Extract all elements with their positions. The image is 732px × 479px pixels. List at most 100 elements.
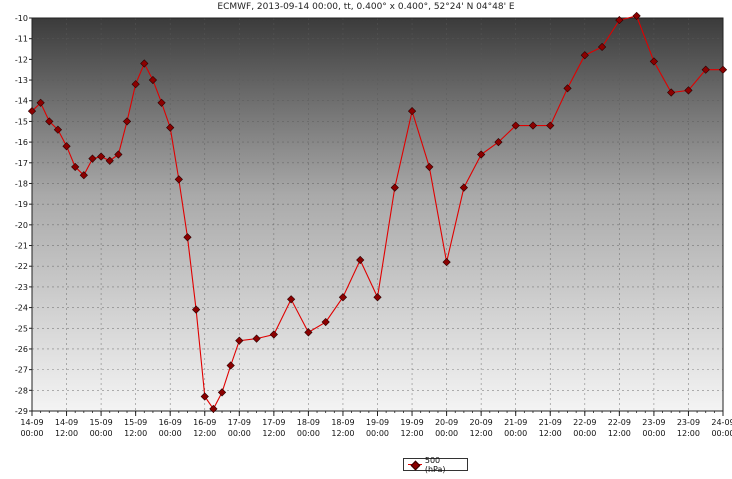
data-point [615,15,624,25]
data-point [235,336,244,345]
data-point [226,361,235,370]
data-point [459,183,468,192]
y-tick-label: -27 [15,366,28,375]
y-axis: -10 -11 -12 -13 -14 -15 -16 -17 -18 -19 -20 -21 -22 -… [15,14,32,416]
y-tick-label: -14 [15,97,28,106]
x-tick-label-time: 12:00 [470,429,493,438]
x-tick-label-time: 00:00 [228,429,251,438]
data-point [511,121,520,130]
x-tick-label-day: 19-09 [366,418,389,427]
x-tick-label-day: 20-09 [435,418,458,427]
x-tick-label-time: 12:00 [124,429,147,438]
x-tick-label-day: 16-09 [193,418,216,427]
x-tick-label-time: 00:00 [20,429,43,438]
y-tick-label: -18 [15,179,28,188]
x-tick-label-time: 00:00 [297,429,320,438]
y-tick-label: -13 [15,76,28,85]
x-tick-label-time: 00:00 [366,429,389,438]
x-tick-label-day: 22-09 [573,418,596,427]
data-point [200,392,209,401]
data-point [157,98,166,107]
x-tick-label-day: 14-09 [55,418,78,427]
data-point [269,330,278,339]
data-point [131,80,140,89]
x-tick-label-day: 24-09 [711,418,732,427]
data-point [174,175,183,184]
data-point [62,142,71,151]
data-point [192,305,201,314]
x-tick-label-time: 00:00 [90,429,113,438]
x-tick-label-day: 22-09 [608,418,631,427]
x-tick-label-time: 12:00 [331,429,354,438]
y-tick-label: -12 [15,55,28,64]
x-tick-label-time: 12:00 [608,429,631,438]
data-point [338,293,348,302]
data-point [667,88,676,97]
legend-marker-icon [408,460,422,470]
y-tick-label: -26 [15,345,28,354]
x-tick-label-day: 21-09 [539,418,562,427]
data-point [79,171,88,180]
data-point [563,84,572,93]
x-tick-label-day: 18-09 [297,418,320,427]
data-point [649,57,659,66]
y-tick-label: -24 [15,304,28,313]
data-point [36,98,45,107]
x-tick-label-day: 17-09 [228,418,251,427]
data-point [580,51,589,60]
data-point [53,125,63,134]
x-tick-label-day: 16-09 [159,418,182,427]
data-point [407,106,417,116]
data-point [140,59,149,68]
x-tick-label-time: 12:00 [401,429,424,438]
y-tick-label: -10 [15,14,28,23]
data-point [304,328,313,337]
data-point [183,233,192,242]
data-point [45,117,54,126]
x-tick-label-day: 23-09 [677,418,700,427]
data-point [597,42,607,52]
data-point [71,162,80,172]
data-point [166,123,175,132]
data-point [684,86,693,95]
x-tick-label-time: 12:00 [193,429,216,438]
x-tick-label-time: 00:00 [642,429,665,438]
data-point [442,257,451,267]
y-tick-label: -22 [15,262,28,271]
x-tick-label-day: 15-09 [124,418,147,427]
data-point [425,162,434,172]
x-tick-label-day: 17-09 [262,418,285,427]
series-layer [27,11,728,414]
x-tick-label-time: 00:00 [573,429,596,438]
data-point [122,117,132,126]
x-tick-label-time: 12:00 [677,429,700,438]
data-point [148,75,158,85]
y-tick-label: -17 [15,159,28,168]
y-tick-label: -19 [15,200,28,209]
data-point [390,183,399,192]
data-point [287,295,296,304]
data-point [632,11,641,21]
data-point [356,255,365,265]
x-tick-label-time: 00:00 [711,429,732,438]
data-point [321,317,330,327]
x-tick-label-day: 19-09 [400,418,423,427]
legend-label: 500 (hPa) [424,455,446,474]
x-tick-label-day: 21-09 [504,418,527,427]
data-point [217,388,227,397]
x-tick-label-time: 00:00 [159,429,182,438]
data-point [701,65,710,74]
y-tick-label: -29 [15,407,28,416]
data-point [96,152,106,161]
x-tick-label-time: 00:00 [504,429,527,438]
data-point [252,334,261,343]
x-tick-label-time: 12:00 [539,429,562,438]
x-tick-label-day: 23-09 [642,418,665,427]
x-tick-label-time: 12:00 [262,429,285,438]
y-tick-label: -23 [15,283,28,292]
data-point [494,138,503,147]
x-tick-label-time: 12:00 [55,429,78,438]
data-point [27,106,37,116]
